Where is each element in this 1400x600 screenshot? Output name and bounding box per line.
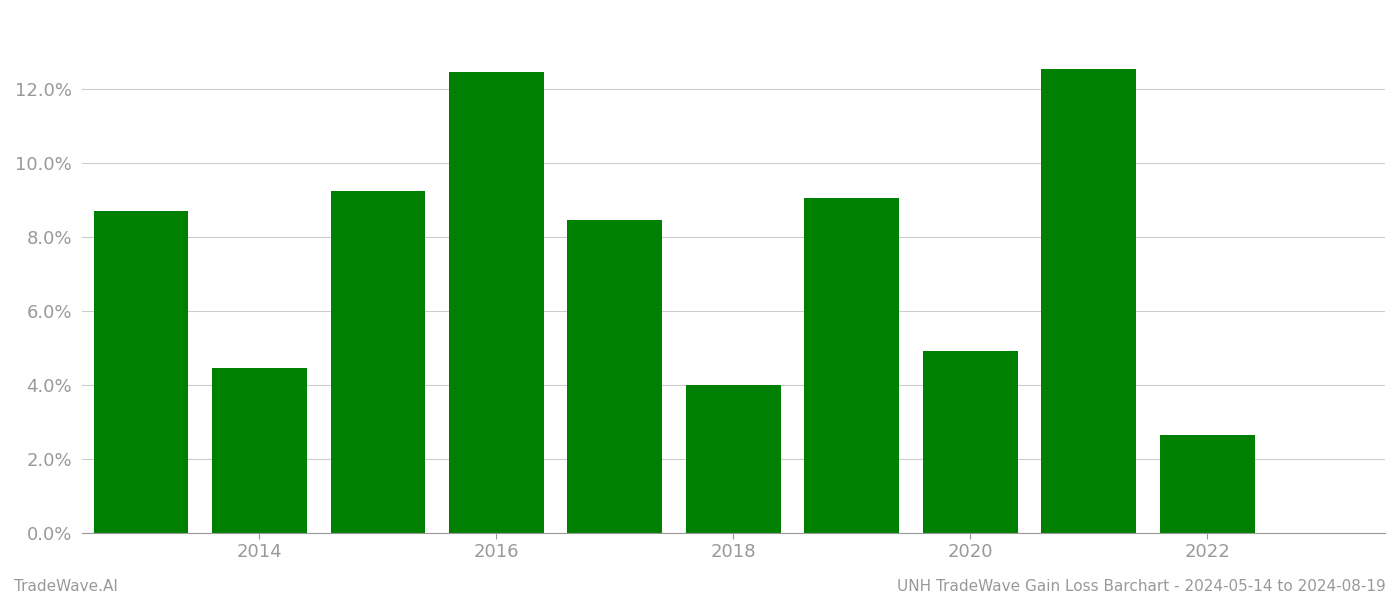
Bar: [94, 211, 189, 533]
Bar: [449, 73, 543, 533]
Bar: [686, 385, 781, 533]
Text: TradeWave.AI: TradeWave.AI: [14, 579, 118, 594]
Bar: [923, 352, 1018, 533]
Bar: [805, 198, 899, 533]
Bar: [1159, 434, 1254, 533]
Bar: [330, 191, 426, 533]
Text: UNH TradeWave Gain Loss Barchart - 2024-05-14 to 2024-08-19: UNH TradeWave Gain Loss Barchart - 2024-…: [897, 579, 1386, 594]
Bar: [567, 220, 662, 533]
Bar: [1042, 68, 1137, 533]
Bar: [211, 368, 307, 533]
